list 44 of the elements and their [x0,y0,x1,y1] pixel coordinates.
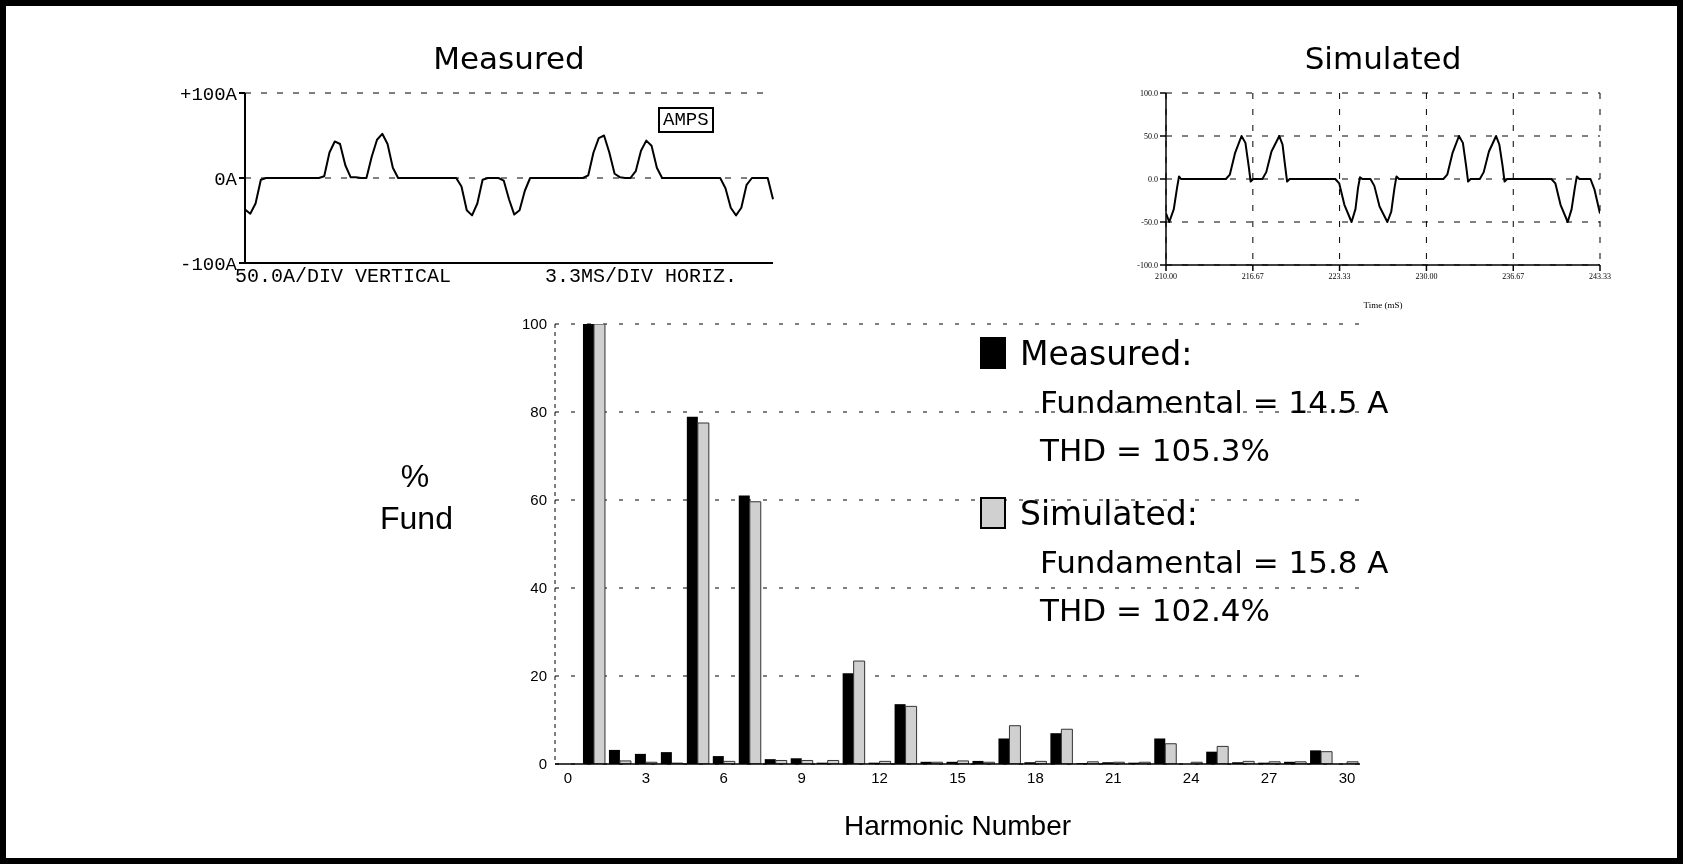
y-tick-label: -100.0 [1137,260,1158,270]
x-tick-label: 210.00 [1155,271,1177,281]
x-tick-label: 230.00 [1415,271,1438,281]
y-tick-label: 40 [530,579,547,597]
x-tick-label: 0 [563,768,573,786]
y-tick-label: 50.0 [1144,131,1158,141]
annotation: AMPS [658,107,714,133]
legend-label: Simulated: [1020,493,1198,533]
y-tick-label: 0 [538,755,547,773]
y-tick-label: 100 [521,315,547,333]
y-tick-label: 20 [530,667,547,685]
y-tick-label: 80 [530,403,547,421]
y-tick-label: +100A [179,83,238,106]
y-tick-label: 60 [530,491,547,509]
x-tick-label: 9 [797,768,806,786]
chart-title: Simulated [1303,40,1463,76]
x-axis-title: Harmonic Number [842,810,1073,842]
x-tick-label: 12 [871,768,888,786]
y-tick-label: 0.0 [1148,174,1158,184]
x-tick-label: 236.67 [1502,271,1525,281]
annotation: THD = 105.3% [1040,431,1271,470]
x-tick-label: 216.67 [1241,271,1264,281]
x-axis-title: Time (mS) [1363,300,1403,310]
x-tick-label: 21 [1104,768,1122,786]
x-tick-label: 27 [1260,768,1278,786]
chart-title: Measured [432,40,586,76]
annotation: Fundamental = 15.8 A [1040,543,1389,582]
legend-label: Measured: [1020,333,1193,373]
y-tick-label: -50.0 [1141,217,1158,227]
y-axis-title: % Fund [380,457,453,538]
x-tick-label: 243.33 [1589,271,1611,281]
x-tick-label: 30 [1338,768,1356,786]
y-tick-label: 0A [214,168,238,191]
text: 50.0A/DIV VERTICAL [235,265,452,288]
x-tick-label: 6 [719,768,728,786]
x-tick-label: 18 [1027,768,1044,786]
annotation: Fundamental = 14.5 A [1040,383,1389,422]
y-tick-label: 100.0 [1140,88,1158,98]
annotation: THD = 102.4% [1040,591,1271,630]
text: 3.3MS/DIV HORIZ. [545,265,738,288]
x-tick-label: 3 [641,768,651,786]
x-tick-label: 223.33 [1328,271,1351,281]
x-tick-label: 24 [1182,768,1200,786]
x-tick-label: 15 [949,768,966,786]
